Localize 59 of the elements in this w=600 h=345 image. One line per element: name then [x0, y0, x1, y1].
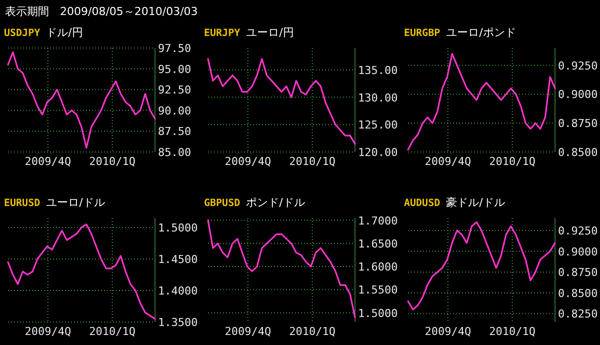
y-tick-label: 90.00	[158, 104, 192, 118]
x-tick-label: 2010/1Q	[489, 325, 536, 338]
y-tick-label: 87.50	[158, 125, 192, 138]
y-tick-label: 0.8750	[558, 117, 598, 130]
x-tick-label: 2009/4Q	[224, 155, 272, 168]
y-tick-label: 97.50	[158, 42, 192, 55]
x-tick-label: 2010/1Q	[489, 155, 536, 168]
chart-subtitle: ユーロ/ポンド	[446, 26, 516, 39]
y-tick-label: 1.6500	[358, 237, 398, 250]
chart-title: EURUSD	[4, 198, 40, 209]
y-tick-label: 0.9250	[558, 59, 598, 72]
chart-title: EURJPY	[204, 28, 240, 39]
y-tick-label: 92.50	[158, 84, 192, 97]
x-tick-label: 2009/4Q	[224, 325, 272, 338]
chart-title: EURGBP	[404, 28, 440, 39]
y-tick-label: 0.8500	[558, 286, 598, 300]
x-tick-label: 2009/4Q	[24, 155, 72, 168]
chart-title: GBPUSD	[204, 198, 240, 209]
y-tick-label: 95.00	[158, 62, 192, 76]
chart-subtitle: ユーロ/円	[246, 26, 294, 39]
chart-title: AUDUSD	[404, 198, 440, 209]
y-tick-label: 0.8250	[558, 308, 598, 321]
x-tick-label: 2010/1Q	[289, 325, 336, 338]
y-tick-label: 1.5500	[358, 284, 398, 297]
y-tick-label: 1.7000	[358, 214, 398, 228]
text: 表示期間 2009/08/05～2010/03/03	[5, 5, 198, 18]
chart-subtitle: ドル/円	[46, 26, 83, 39]
chart-title: USDJPY	[4, 28, 40, 39]
y-tick-label: 130.00	[358, 91, 398, 104]
y-tick-label: 0.9250	[558, 224, 598, 238]
y-tick-label: 1.4500	[158, 252, 198, 266]
x-tick-label: 2009/4Q	[424, 325, 472, 338]
y-tick-label: 1.3500	[158, 316, 198, 329]
y-tick-label: 1.5000	[358, 306, 398, 320]
line-series	[407, 52, 556, 150]
chart-subtitle: 豪ドル/ドル	[446, 196, 505, 209]
y-tick-label: 0.8500	[558, 146, 598, 159]
y-tick-label: 0.8750	[558, 266, 598, 280]
y-tick-label: 1.6000	[358, 260, 398, 274]
x-tick-label: 2010/1Q	[289, 155, 336, 168]
line-series	[7, 51, 156, 149]
y-tick-label: 120.00	[358, 146, 398, 159]
chart-subtitle: ユーロ/ドル	[46, 196, 105, 209]
y-tick-label: 0.9000	[558, 245, 598, 258]
y-tick-label: 1.5000	[158, 221, 198, 234]
line-series	[207, 220, 356, 318]
y-tick-label: 135.00	[358, 64, 398, 77]
y-tick-label: 85.00	[158, 146, 192, 159]
chart-subtitle: ポンド/ドル	[246, 196, 305, 209]
x-tick-label: 2010/1Q	[89, 155, 136, 168]
y-tick-label: 125.00	[358, 118, 398, 132]
line-series	[7, 224, 156, 320]
y-tick-label: 1.4000	[158, 284, 198, 298]
x-tick-label: 2009/4Q	[424, 155, 472, 168]
y-tick-label: 0.9000	[558, 88, 598, 102]
x-tick-label: 2010/1Q	[89, 325, 136, 338]
line-series	[207, 58, 356, 145]
line-series	[407, 221, 556, 310]
x-tick-label: 2009/4Q	[24, 325, 72, 338]
